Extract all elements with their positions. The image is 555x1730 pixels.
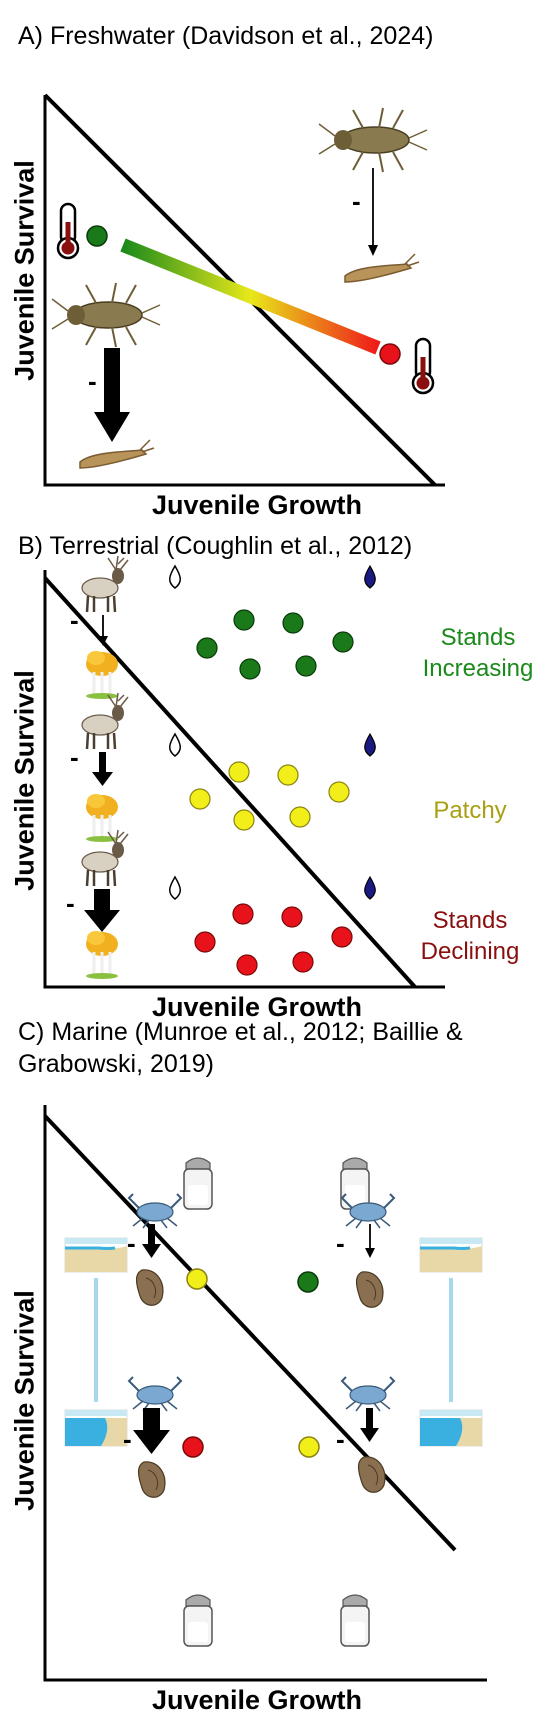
panel-a — [43, 93, 445, 487]
blue-crab-icon — [128, 1193, 182, 1229]
panel-b-arrowhead-small — [98, 636, 108, 646]
mayfly-nymph-icon — [51, 282, 161, 348]
panel-c-arrow-medium — [366, 1408, 373, 1430]
panel-c-title-line1: C) Marine (Munroe et al., 2012; Baillie … — [18, 1018, 463, 1046]
panel-c-yellow-point — [186, 1268, 208, 1290]
shoreline-icon — [63, 1236, 129, 1274]
salt-shaker-icon — [183, 1594, 213, 1647]
status-stands-declining-text: Stands Declining — [420, 907, 520, 966]
panel-a-large-arrow — [104, 348, 120, 414]
mayfly-nymph-icon — [318, 107, 428, 173]
panel-a-title: A) Freshwater (Davidson et al., 2024) — [18, 22, 434, 50]
panel-a-xlabel: Juvenile Growth — [152, 490, 363, 520]
panel-c-arrowhead-medium — [360, 1428, 379, 1442]
panel-b-xlabel: Juvenile Growth — [152, 992, 363, 1022]
panel-b-arrowhead-medium — [92, 772, 113, 786]
aspen-tree-icon — [84, 792, 120, 844]
panel-b-title: B) Terrestrial (Coughlin et al., 2012) — [18, 532, 413, 560]
oyster-icon — [357, 1456, 386, 1493]
oyster-icon — [355, 1271, 384, 1308]
panel-b-arrow-large — [94, 889, 110, 913]
panel-c-effect-mark-3: - — [336, 1228, 345, 1258]
panel-b-effect-mark-2: - — [70, 742, 79, 772]
panel-c-xlabel: Juvenile Growth — [152, 1685, 363, 1715]
panel-c-effect-mark-2: - — [123, 1424, 132, 1454]
water-drop-empty-icon — [168, 565, 182, 589]
panel-c-tradeoff-line — [43, 1114, 457, 1552]
panel-c-arrow-large — [143, 1408, 160, 1434]
salt-shaker-icon — [183, 1157, 213, 1210]
salt-shaker-icon — [340, 1594, 370, 1647]
panel-b — [43, 554, 445, 989]
status-stands-declining: Stands Declining — [400, 905, 540, 967]
panel-c-arrowhead-small — [365, 1248, 375, 1258]
panel-a-effect-mark-small: - — [352, 186, 361, 216]
status-stands-increasing-text: Stands Increasing — [422, 624, 534, 683]
panel-a-small-arrowhead — [368, 245, 378, 256]
panel-c-title-line2: Grabowski, 2019) — [18, 1050, 214, 1078]
panel-b-arrowhead-large — [84, 910, 120, 932]
panel-c-effect-mark-4: - — [336, 1424, 345, 1454]
panel-a-temperature-gradient — [120, 238, 381, 355]
panel-c-red-point — [182, 1436, 204, 1458]
panel-c-arrowhead-large — [133, 1430, 170, 1454]
panel-a-axes — [43, 95, 445, 487]
panel-c-green-point — [297, 1271, 319, 1293]
water-drop-icon — [364, 733, 376, 757]
aspen-tree-icon — [84, 649, 120, 701]
panel-c — [43, 1105, 487, 1682]
panel-b-yellow-cluster — [189, 761, 350, 831]
panel-b-arrow-medium — [99, 752, 106, 774]
oyster-icon — [135, 1269, 164, 1306]
panel-a-effect-mark-large: - — [88, 366, 97, 396]
panel-a-red-point — [379, 343, 401, 365]
status-patchy: Patchy — [433, 797, 507, 824]
thermometer-icon — [56, 202, 80, 260]
panel-c-arrowhead-medium — [142, 1244, 161, 1258]
thermometer-icon — [411, 337, 435, 395]
panel-b-effect-mark-1: - — [70, 605, 79, 635]
oyster-icon — [137, 1461, 166, 1498]
panel-b-effect-mark-3: - — [66, 888, 75, 918]
panel-a-green-point — [86, 225, 108, 247]
aspen-tree-icon — [84, 929, 120, 981]
larva-icon — [79, 439, 155, 469]
blue-crab-icon — [128, 1376, 182, 1412]
panel-c-effect-mark-1: - — [127, 1228, 136, 1258]
shoreline-icon — [64, 1409, 128, 1447]
panel-b-red-cluster — [194, 903, 353, 976]
status-stands-increasing: Stands Increasing — [408, 622, 548, 684]
shoreline-icon — [419, 1409, 483, 1447]
panel-c-arrow-medium — [148, 1224, 155, 1246]
panel-b-tradeoff-line — [43, 576, 417, 989]
water-drop-empty-icon — [168, 876, 182, 900]
elk-icon — [80, 691, 130, 751]
water-drop-icon — [364, 565, 376, 589]
panel-c-yellow-point — [298, 1436, 320, 1458]
panel-b-axes — [43, 570, 445, 989]
water-drop-empty-icon — [168, 733, 182, 757]
blue-crab-icon — [341, 1376, 395, 1412]
panel-b-green-cluster — [196, 609, 354, 680]
shoreline-icon — [418, 1236, 484, 1274]
elk-icon — [80, 554, 130, 614]
water-drop-icon — [364, 876, 376, 900]
larva-icon — [344, 253, 420, 283]
panel-c-axes — [43, 1105, 487, 1682]
panel-a-large-arrowhead — [94, 412, 130, 442]
